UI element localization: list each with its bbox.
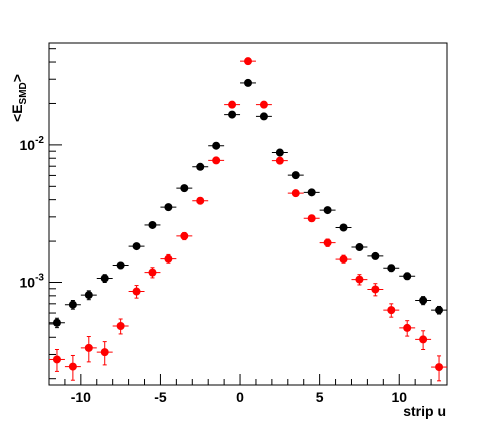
axis-ticks	[48, 48, 448, 385]
data-point	[84, 291, 93, 300]
data-point	[259, 100, 268, 109]
y-tick-label: 10-2	[20, 135, 45, 153]
data-point	[244, 78, 252, 87]
x-tick-label: 5	[316, 389, 324, 405]
data-point	[323, 238, 332, 247]
data-point	[355, 275, 364, 284]
data-point	[291, 171, 300, 180]
data-point	[371, 285, 380, 294]
y-axis-title-main: <E	[9, 104, 25, 122]
data-point	[68, 300, 77, 309]
y-axis-title-sub: SMD	[18, 82, 29, 104]
data-point	[419, 335, 428, 344]
data-point	[228, 110, 237, 119]
data-point	[228, 100, 237, 109]
data-point	[371, 251, 380, 260]
data-point	[339, 223, 348, 232]
y-axis-title: <ESMD>	[9, 74, 29, 122]
data-point	[275, 148, 284, 157]
data-point	[196, 196, 205, 205]
x-tick-label: 0	[236, 389, 244, 405]
data-point	[84, 343, 93, 352]
data-point	[403, 272, 412, 281]
data-point	[132, 287, 141, 296]
y-tick-exponent: -2	[35, 135, 44, 146]
data-point	[164, 254, 173, 263]
data-point	[68, 362, 77, 371]
plot-frame	[48, 42, 448, 386]
series-2	[49, 57, 447, 382]
data-point	[100, 348, 109, 357]
data-point	[212, 141, 221, 150]
data-point	[419, 296, 428, 305]
x-tick-label: -10	[71, 389, 91, 405]
data-point	[180, 231, 189, 240]
data-point	[403, 323, 412, 332]
data-point	[387, 306, 396, 315]
y-tick-label: 10-3	[20, 273, 45, 291]
data-point	[52, 318, 61, 327]
y-axis-title-close: >	[9, 74, 25, 82]
y-tick-exponent: -3	[35, 273, 44, 284]
data-point	[435, 363, 444, 372]
x-tick-label: 10	[391, 389, 407, 405]
data-point	[275, 156, 284, 165]
svg-text:<ESMD>: <ESMD>	[9, 74, 29, 122]
data-point	[323, 206, 332, 215]
data-point	[196, 162, 205, 171]
y-tick-mantissa: 10	[20, 275, 36, 291]
x-axis-title: strip u	[403, 403, 446, 419]
data-point	[355, 243, 364, 252]
data-point	[148, 220, 157, 229]
data-point	[244, 57, 252, 66]
data-point	[52, 355, 61, 364]
series-1	[49, 78, 447, 329]
data-point	[291, 189, 300, 198]
data-point	[100, 274, 109, 283]
data-point	[435, 306, 444, 315]
x-tick-label: -5	[154, 389, 167, 405]
data-point	[212, 156, 221, 165]
data-points	[49, 57, 447, 382]
data-point	[116, 322, 125, 331]
data-point	[132, 242, 141, 251]
data-point	[339, 255, 348, 264]
y-tick-mantissa: 10	[20, 137, 36, 153]
data-point	[307, 188, 316, 197]
data-point	[387, 264, 396, 273]
data-point	[180, 184, 189, 193]
data-point	[164, 203, 173, 212]
data-point	[259, 112, 268, 121]
data-point	[307, 214, 316, 223]
data-point	[116, 261, 125, 270]
data-point	[148, 268, 157, 277]
